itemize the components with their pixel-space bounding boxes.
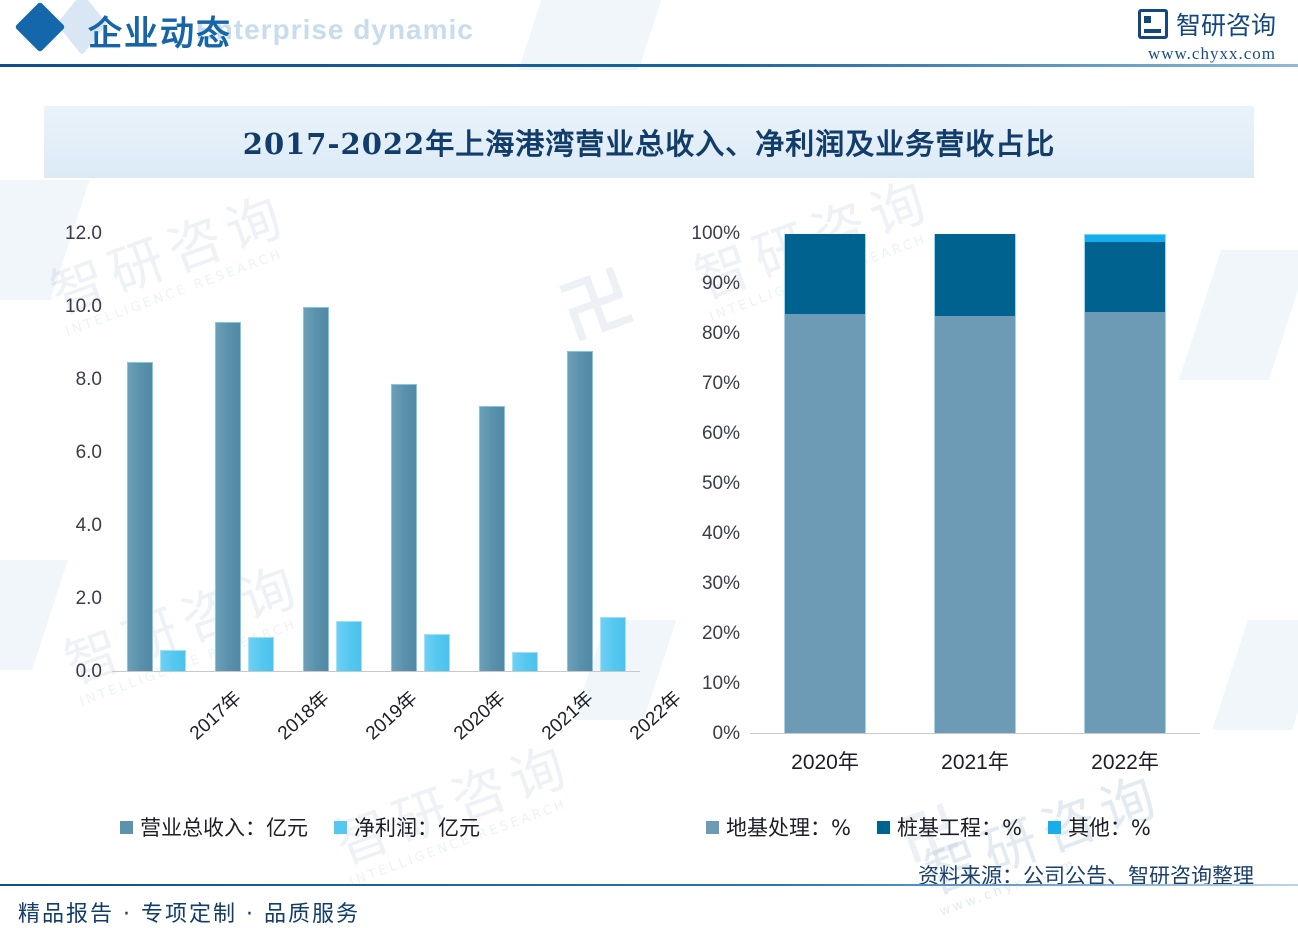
bar-profit	[159, 650, 186, 672]
x-axis-labels-left: 2017年 2018年 2019年 2020年 2021年 2022年	[112, 678, 686, 768]
bar-group	[126, 234, 186, 672]
chyxx-logo-icon	[1137, 9, 1168, 39]
segment-pile	[785, 234, 865, 314]
legend-label: 净利润：亿元	[354, 816, 480, 840]
y-tick-label: 50%	[701, 473, 740, 494]
diamond-icon	[14, 1, 66, 53]
legend-item[interactable]: 营业总收入：亿元	[120, 812, 308, 842]
x-tick-label: 2021年	[941, 751, 1009, 774]
legend-swatch-icon	[120, 820, 133, 834]
stacked-bar	[1084, 234, 1166, 734]
bar-group	[302, 234, 362, 672]
y-tick-label: 2.0	[75, 588, 102, 609]
footer-divider	[0, 884, 1298, 886]
bar-revenue	[214, 321, 241, 672]
segment-pile	[935, 234, 1015, 316]
header-divider	[0, 64, 1298, 67]
legend-item[interactable]: 其他：%	[1047, 812, 1151, 842]
x-axis-line-right	[750, 733, 1200, 734]
chart-business-share: 0% 10% 20% 30% 40% 50% 60% 70% 80% 90% 100% 2020年 2…	[660, 190, 1280, 850]
legend-item[interactable]: 净利润：亿元	[334, 812, 480, 842]
legend-label: 其他：%	[1067, 816, 1151, 840]
bar-revenue	[302, 307, 329, 672]
bar-profit	[511, 651, 538, 672]
page-header: Enterprise dynamic 企业动态 智研咨询 www.chyxx.c…	[0, 0, 1298, 72]
x-tick-label: 2022年	[1091, 751, 1159, 774]
segment-other	[1085, 234, 1165, 243]
header-subtitle: Enterprise dynamic	[196, 14, 474, 45]
y-tick-label: 0.0	[75, 661, 102, 682]
bar-group	[214, 234, 274, 672]
y-tick-label: 100%	[691, 223, 740, 244]
bar-revenue	[478, 405, 505, 672]
bar-profit	[247, 637, 274, 672]
y-tick-label: 12.0	[65, 223, 102, 244]
x-tick-label: 2017年	[185, 687, 246, 745]
legend-swatch-icon	[706, 820, 719, 834]
y-tick-label: 60%	[701, 423, 740, 444]
x-axis-labels-right: 2020年 2021年 2022年	[750, 746, 1200, 776]
legend-label: 桩基工程：%	[896, 816, 1022, 840]
legend-swatch-icon	[876, 820, 890, 834]
brand-url: www.chyxx.com	[1147, 44, 1276, 63]
bar-revenue	[390, 383, 417, 672]
y-tick-label: 80%	[701, 323, 740, 344]
legend-item[interactable]: 桩基工程：%	[876, 812, 1022, 842]
x-tick-label: 2020年	[449, 687, 510, 745]
y-tick-label: 10.0	[65, 296, 102, 317]
footer-tagline: 精品报告 · 专项定制 · 品质服务	[18, 902, 360, 927]
segment-pile	[1085, 242, 1165, 313]
chart-revenue-profit: 0.0 2.0 4.0 6.0 8.0 10.0 12.0 2017年 2018年 2019年 2…	[40, 190, 686, 850]
bar-group	[566, 234, 626, 672]
segment-ground	[1085, 312, 1165, 734]
segment-ground	[785, 314, 865, 734]
x-tick-label: 2021年	[537, 687, 598, 745]
stacked-bar	[934, 234, 1016, 734]
bar-profit	[423, 633, 450, 672]
y-tick-label: 70%	[701, 373, 740, 394]
plot-area-right: 0% 10% 20% 30% 40% 50% 60% 70% 80% 90% 100%	[691, 223, 1200, 744]
y-tick-label: 6.0	[75, 442, 102, 463]
bar-groups-left	[112, 234, 640, 672]
y-tick-label: 90%	[701, 273, 740, 294]
y-tick-label: 4.0	[75, 515, 102, 536]
legend-item[interactable]: 地基处理：%	[706, 812, 851, 842]
y-tick-label: 20%	[701, 623, 740, 644]
x-tick-label: 2020年	[791, 751, 859, 774]
segment-ground	[935, 315, 1015, 734]
bar-revenue	[566, 350, 593, 672]
legend-label: 地基处理：%	[726, 816, 851, 840]
legend-right: 地基处理：% 桩基工程：% 其他：%	[706, 812, 1151, 842]
bar-profit	[335, 620, 362, 672]
x-tick-label: 2019年	[361, 687, 422, 745]
stacked-bar	[784, 234, 866, 734]
header-title: 企业动态	[88, 14, 232, 54]
y-tick-label: 0%	[712, 723, 740, 744]
bar-group	[390, 234, 450, 672]
bar-profit	[599, 617, 626, 672]
brand-name: 智研咨询	[1175, 11, 1276, 40]
x-tick-label: 2018年	[273, 687, 334, 745]
legend-label: 营业总收入：亿元	[140, 816, 308, 840]
y-tick-label: 10%	[701, 673, 740, 694]
chart-title-band: 2017-2022年上海港湾营业总收入、净利润及业务营收占比	[44, 106, 1254, 178]
brand-block: 智研咨询 www.chyxx.com	[1137, 6, 1276, 64]
y-tick-label: 8.0	[75, 369, 102, 390]
plot-area-left: 0.0 2.0 4.0 6.0 8.0 10.0 12.0	[65, 223, 640, 682]
legend-swatch-icon	[334, 820, 347, 834]
charts-container: 0.0 2.0 4.0 6.0 8.0 10.0 12.0 2017年 2018年 2019年 2…	[0, 190, 1298, 850]
legend-swatch-icon	[1047, 820, 1061, 834]
bar-revenue	[126, 361, 153, 672]
y-tick-label: 40%	[701, 523, 740, 544]
y-tick-label: 30%	[701, 573, 740, 594]
bar-group	[478, 234, 538, 672]
legend-left: 营业总收入：亿元 净利润：亿元	[120, 812, 480, 842]
x-axis-line-left	[112, 671, 640, 672]
page-title: 2017-2022年上海港湾营业总收入、净利润及业务营收占比	[242, 127, 1056, 161]
bar-groups-right	[750, 234, 1200, 734]
